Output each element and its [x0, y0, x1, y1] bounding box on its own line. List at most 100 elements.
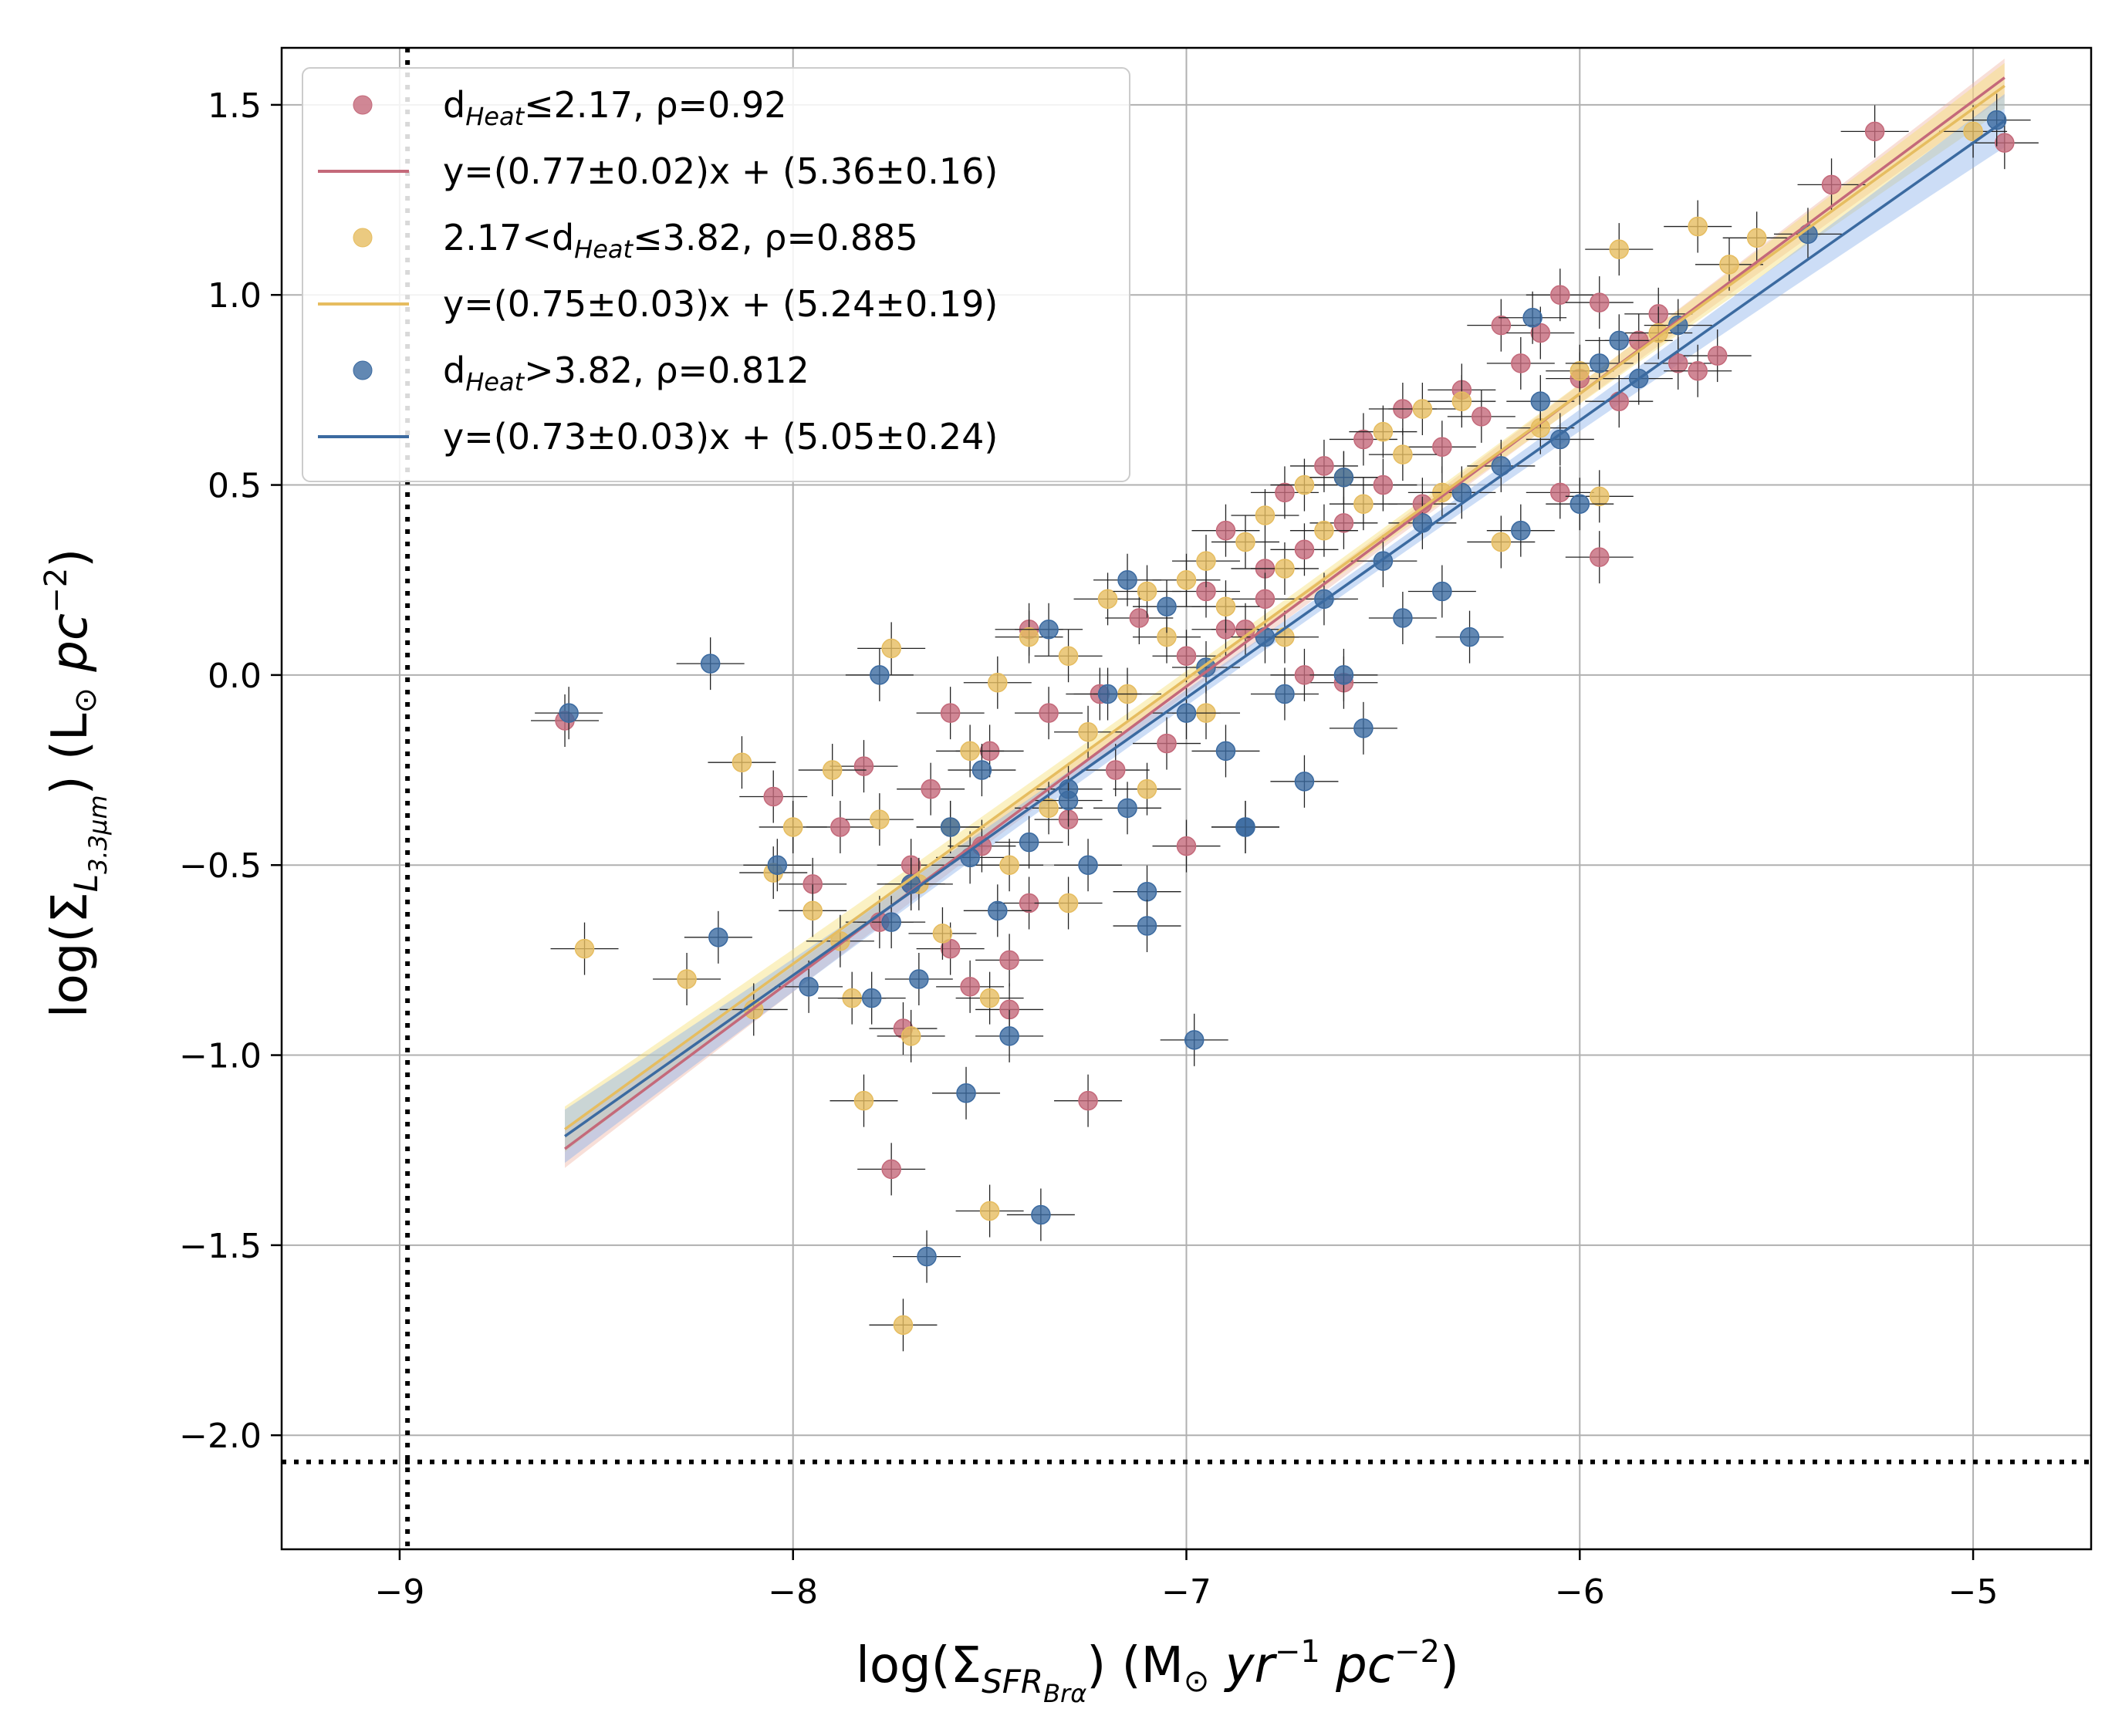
data-point: [535, 687, 603, 740]
data-point: [1073, 667, 1142, 721]
point-marker: [708, 927, 728, 947]
point-marker: [1235, 532, 1255, 552]
data-point: [1152, 553, 1221, 606]
point-marker: [999, 855, 1019, 875]
point-marker: [960, 977, 980, 997]
data-point: [1073, 572, 1142, 626]
y-tick-label: −1.5: [179, 1227, 262, 1266]
data-point: [1231, 488, 1299, 542]
data-point: [1113, 565, 1181, 618]
data-point: [1467, 299, 1536, 352]
x-tick-label: −7: [1161, 1572, 1211, 1612]
data-point: [1546, 344, 1614, 397]
data-point: [995, 816, 1063, 869]
data-point: [1486, 336, 1555, 390]
point-marker: [1530, 323, 1551, 343]
data-point: [1407, 420, 1476, 474]
data-point: [1368, 591, 1437, 644]
point-marker: [1688, 361, 1708, 381]
data-point: [684, 910, 752, 964]
data-point: [1191, 724, 1260, 778]
data-point: [1565, 276, 1634, 329]
point-marker: [782, 817, 803, 837]
data-point: [653, 953, 721, 1006]
point-marker: [1157, 733, 1177, 754]
point-marker: [1550, 482, 1570, 503]
point-marker: [1058, 790, 1079, 811]
data-point: [1270, 523, 1339, 576]
point-marker: [677, 969, 697, 989]
point-marker: [1412, 399, 1433, 419]
data-point: [798, 744, 867, 797]
data-point: [1840, 105, 1909, 158]
x-tick-label: −8: [768, 1572, 818, 1612]
point-marker: [893, 1315, 914, 1336]
data-point: [708, 736, 776, 789]
data-point: [1054, 1074, 1123, 1127]
data-point: [779, 884, 847, 937]
point-marker: [1215, 596, 1236, 616]
data-point: [1093, 782, 1162, 835]
data-point: [975, 839, 1044, 892]
data-point: [1526, 413, 1594, 466]
point-marker: [1590, 547, 1610, 567]
point-marker: [1590, 353, 1610, 373]
point-marker: [1314, 520, 1334, 541]
data-point: [857, 896, 926, 949]
data-point: [975, 934, 1044, 987]
data-point: [1015, 782, 1083, 835]
data-point: [739, 770, 808, 823]
data-point: [1447, 390, 1515, 443]
point-marker: [1472, 407, 1492, 427]
data-point: [1683, 329, 1752, 383]
point-marker: [900, 1026, 921, 1046]
point-marker: [1184, 1030, 1205, 1050]
point-marker: [1353, 718, 1374, 738]
point-marker: [1176, 703, 1197, 723]
point-marker: [700, 654, 721, 674]
data-point: [845, 648, 914, 701]
data-point: [1506, 375, 1575, 428]
data-point: [1034, 774, 1103, 827]
data-point: [1970, 117, 2039, 170]
legend-series-label: 2.17<dHeat≤3.82, ρ=0.885: [443, 217, 918, 264]
point-marker: [1294, 475, 1315, 495]
data-point: [1289, 504, 1358, 557]
y-tick-label: 1.5: [208, 86, 262, 126]
legend-series-label: dHeat>3.82, ρ=0.812: [443, 350, 809, 397]
point-marker: [1255, 589, 1276, 610]
data-point: [936, 960, 1005, 1013]
point-marker: [1058, 646, 1079, 667]
data-point: [837, 971, 906, 1025]
point-marker: [1609, 239, 1630, 259]
data-point: [1034, 876, 1103, 930]
point-marker: [1137, 881, 1157, 902]
point-marker: [1333, 665, 1354, 685]
point-marker: [1609, 330, 1630, 351]
point-marker: [1019, 627, 1039, 647]
data-point: [1585, 223, 1654, 276]
legend-fit-label: y=(0.75±0.03)x + (5.24±0.19): [443, 283, 998, 325]
data-point: [1546, 478, 1614, 531]
data-point: [1329, 701, 1397, 755]
data-point: [1695, 238, 1763, 291]
point-marker: [1570, 494, 1590, 514]
point-marker: [559, 703, 579, 723]
x-tick-label: −9: [374, 1572, 424, 1612]
point-marker: [1294, 539, 1315, 560]
data-point: [1250, 667, 1319, 721]
data-point: [1664, 344, 1732, 397]
point-marker: [988, 900, 1008, 921]
point-marker: [1864, 121, 1885, 142]
data-point: [1428, 466, 1496, 519]
point-marker: [1668, 353, 1688, 373]
data-point: [759, 800, 827, 853]
data-point: [884, 953, 953, 1006]
data-point: [1407, 565, 1476, 618]
data-point: [955, 971, 1024, 1025]
fit-line: [563, 76, 2005, 1150]
point-marker: [1078, 855, 1098, 875]
point-marker: [853, 756, 874, 776]
x-tick-label: −6: [1555, 1572, 1605, 1612]
